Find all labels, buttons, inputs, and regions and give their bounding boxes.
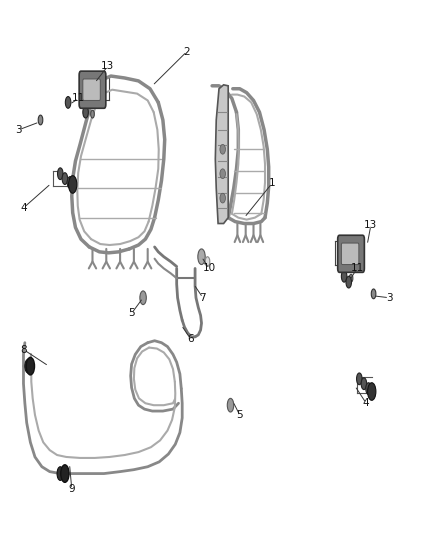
Text: 13: 13 xyxy=(101,61,114,71)
Polygon shape xyxy=(215,85,228,223)
Circle shape xyxy=(346,276,351,288)
FancyBboxPatch shape xyxy=(338,235,364,272)
Text: 3: 3 xyxy=(386,293,392,303)
Circle shape xyxy=(91,110,94,118)
Text: 13: 13 xyxy=(364,221,378,230)
Circle shape xyxy=(371,289,376,298)
Text: 4: 4 xyxy=(20,203,27,213)
Circle shape xyxy=(205,257,210,266)
FancyBboxPatch shape xyxy=(83,79,100,100)
Circle shape xyxy=(69,176,77,193)
Circle shape xyxy=(341,270,347,282)
Circle shape xyxy=(57,467,64,480)
Circle shape xyxy=(198,249,205,264)
Circle shape xyxy=(361,378,367,390)
Circle shape xyxy=(25,359,31,373)
Circle shape xyxy=(61,465,69,482)
Circle shape xyxy=(26,357,35,375)
Text: 10: 10 xyxy=(202,263,215,273)
Text: 8: 8 xyxy=(20,344,27,354)
FancyBboxPatch shape xyxy=(79,71,106,108)
Text: 6: 6 xyxy=(187,334,194,344)
Ellipse shape xyxy=(220,193,226,203)
Circle shape xyxy=(83,106,88,118)
Circle shape xyxy=(366,383,371,394)
Circle shape xyxy=(38,115,43,125)
Ellipse shape xyxy=(220,144,226,154)
Circle shape xyxy=(140,291,146,304)
Circle shape xyxy=(357,373,362,385)
Circle shape xyxy=(367,383,376,400)
Text: 5: 5 xyxy=(237,410,243,420)
Circle shape xyxy=(227,398,234,412)
Text: 3: 3 xyxy=(16,125,22,135)
Ellipse shape xyxy=(220,169,226,179)
Text: 1: 1 xyxy=(268,179,275,189)
Text: 4: 4 xyxy=(363,398,370,408)
Text: 5: 5 xyxy=(128,309,135,318)
FancyBboxPatch shape xyxy=(341,243,359,264)
Text: 7: 7 xyxy=(200,293,206,303)
Circle shape xyxy=(65,96,71,108)
Circle shape xyxy=(62,173,67,184)
Text: 2: 2 xyxy=(184,46,190,56)
Circle shape xyxy=(349,274,353,282)
Text: 11: 11 xyxy=(72,93,85,103)
Text: 11: 11 xyxy=(350,263,364,273)
Circle shape xyxy=(57,168,63,180)
Text: 9: 9 xyxy=(68,484,75,494)
Circle shape xyxy=(67,176,73,188)
